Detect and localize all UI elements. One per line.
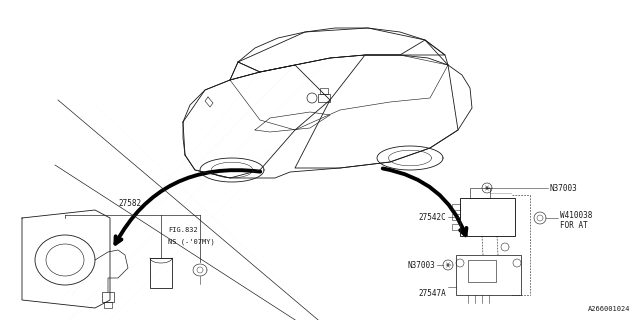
Bar — [318, 94, 330, 102]
Bar — [102, 292, 114, 302]
Bar — [468, 260, 496, 282]
Bar — [452, 214, 460, 220]
Bar — [460, 198, 515, 236]
Text: 27582: 27582 — [118, 199, 141, 208]
Text: 27547A: 27547A — [419, 289, 446, 298]
FancyArrowPatch shape — [115, 170, 260, 244]
Text: FIG.832: FIG.832 — [168, 227, 198, 233]
Text: N37003: N37003 — [550, 183, 578, 193]
Text: A266001024: A266001024 — [588, 306, 630, 312]
Bar — [452, 224, 460, 230]
Bar — [456, 255, 521, 295]
Text: W410038: W410038 — [560, 211, 593, 220]
Bar — [452, 204, 460, 210]
Bar — [104, 302, 112, 308]
Text: N37003: N37003 — [407, 260, 435, 269]
FancyArrowPatch shape — [383, 168, 467, 235]
Bar — [470, 188, 490, 198]
Text: FOR AT: FOR AT — [560, 220, 588, 229]
Text: 27542C: 27542C — [419, 212, 446, 221]
Bar — [320, 88, 328, 94]
Text: NS (-'07MY): NS (-'07MY) — [168, 239, 215, 245]
Bar — [150, 258, 172, 288]
